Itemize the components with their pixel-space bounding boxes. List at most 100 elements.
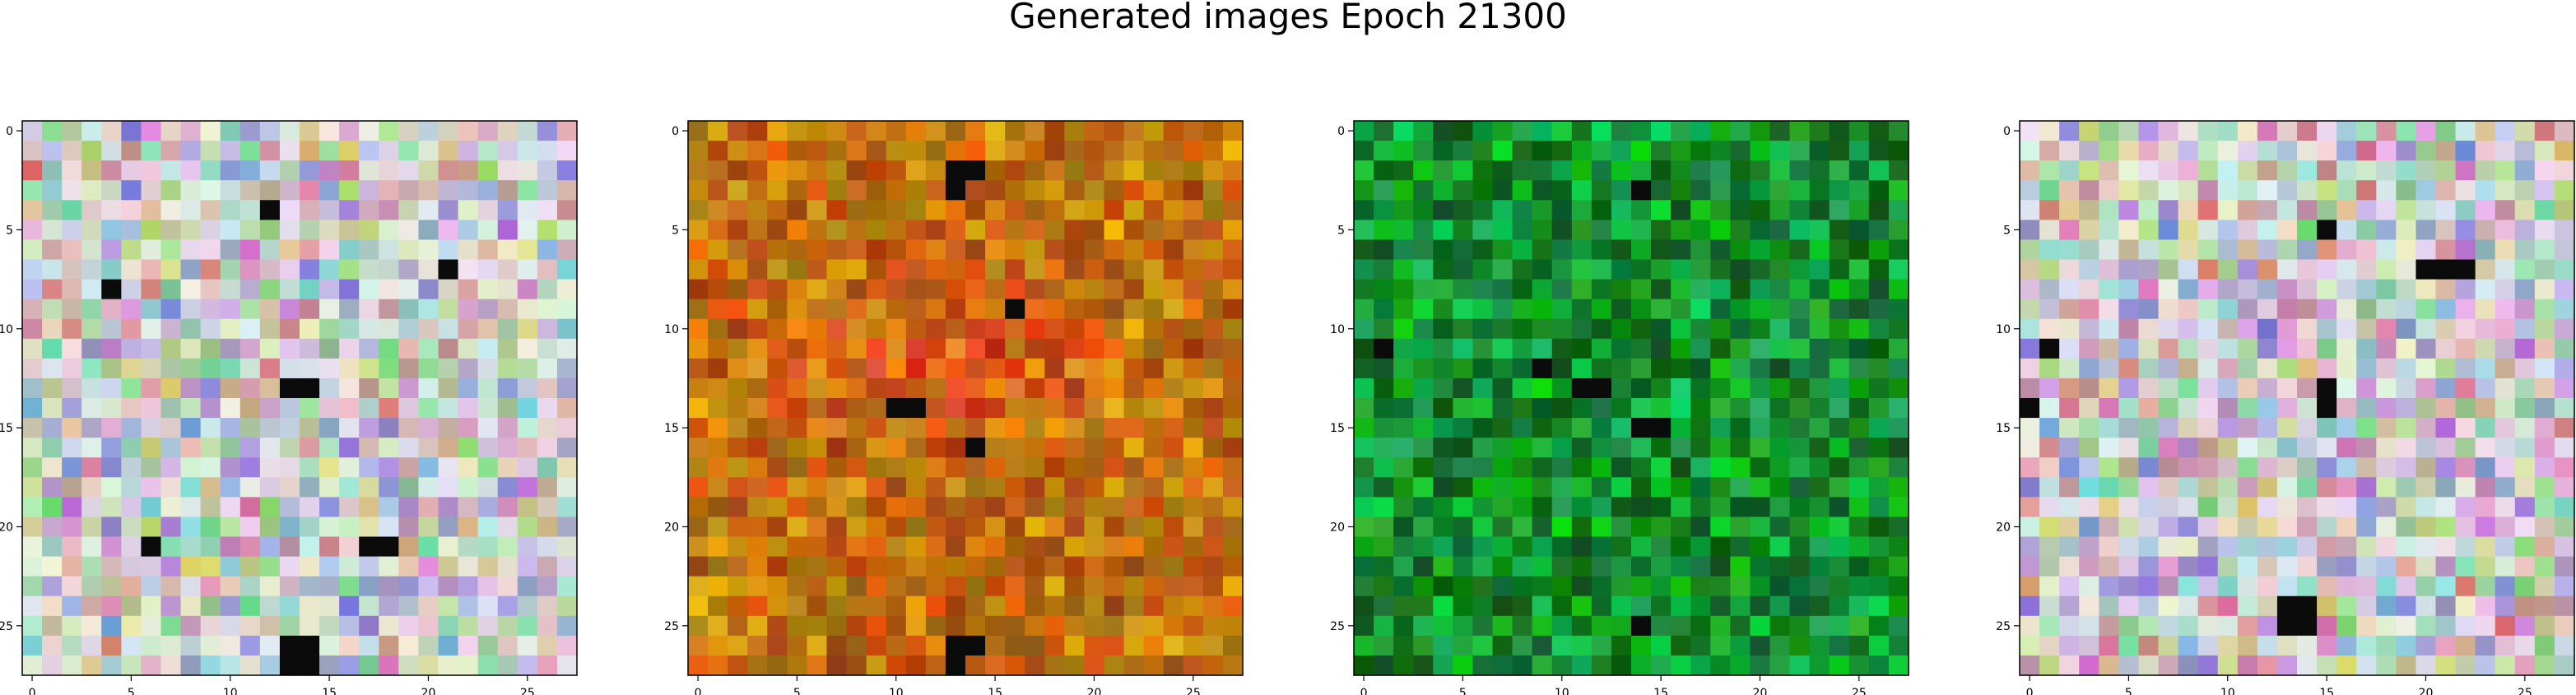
heatmap-cell — [1453, 160, 1474, 181]
heatmap-cell — [965, 477, 986, 498]
heatmap-cell — [1084, 239, 1105, 261]
heatmap-cell — [2217, 418, 2239, 438]
heatmap-cell — [141, 595, 162, 617]
heatmap-cell — [2376, 318, 2397, 340]
heatmap-cell — [1750, 318, 1771, 340]
heatmap-cell — [708, 595, 728, 617]
heatmap-cell — [866, 556, 887, 577]
heatmap-cell — [1868, 595, 1890, 617]
heatmap-cell — [1848, 279, 1870, 300]
heatmap-cell — [556, 358, 578, 379]
heatmap-cell — [2297, 121, 2318, 141]
heatmap-cell — [1222, 160, 1244, 181]
heatmap-cell — [81, 259, 102, 280]
x-tick-label: 15 — [988, 687, 1002, 695]
heatmap-cell — [2138, 497, 2160, 518]
heatmap-cell — [300, 378, 320, 399]
heatmap-cell — [2039, 536, 2060, 558]
heatmap-cell — [1710, 576, 1731, 597]
heatmap-cell — [160, 438, 182, 458]
heatmap-cell — [1433, 398, 1453, 419]
heatmap-cell — [2554, 338, 2575, 359]
heatmap-cell — [2317, 556, 2337, 577]
heatmap-cell — [160, 338, 182, 359]
heatmap-cell — [1750, 438, 1771, 458]
heatmap-cell — [1123, 635, 1145, 656]
heatmap-cell — [1631, 576, 1652, 597]
heatmap-cell — [200, 141, 221, 161]
y-tick-label: 15 — [0, 422, 13, 435]
heatmap-cell — [1631, 477, 1652, 498]
heatmap-cell — [2317, 200, 2337, 220]
heatmap-cell — [42, 457, 63, 478]
heatmap-cell — [1888, 457, 1909, 478]
heatmap-cell — [2534, 517, 2555, 538]
heatmap-cell — [1848, 635, 1870, 656]
heatmap-cell — [2059, 595, 2080, 617]
heatmap-cell — [1472, 121, 1494, 141]
heatmap-cell — [398, 438, 420, 458]
heatmap-cell — [886, 160, 907, 181]
heatmap-cell — [1005, 477, 1025, 498]
heatmap-cell — [708, 338, 728, 359]
heatmap-cell — [259, 318, 281, 340]
heatmap-cell — [1354, 160, 1374, 181]
heatmap-cell — [220, 536, 241, 558]
heatmap-cell — [2317, 299, 2337, 320]
heatmap-cell — [2317, 160, 2337, 181]
heatmap-cell — [2317, 180, 2337, 201]
heatmap-cell — [2435, 318, 2457, 340]
heatmap-cell — [2475, 318, 2496, 340]
heatmap-cell — [2317, 576, 2337, 597]
heatmap-cell — [1571, 259, 1593, 280]
heatmap-cell — [1551, 200, 1573, 220]
heatmap-cell — [1492, 635, 1514, 656]
heatmap-cell — [1005, 595, 1025, 617]
heatmap-cell — [2376, 438, 2397, 458]
heatmap-cell — [1453, 615, 1474, 637]
heatmap-cell — [985, 615, 1006, 637]
heatmap-cell — [2257, 259, 2278, 280]
heatmap-cell — [1769, 180, 1791, 201]
heatmap-cell — [1005, 457, 1025, 478]
heatmap-cell — [1163, 358, 1184, 379]
heatmap-cell — [2118, 220, 2140, 241]
heatmap-cell — [965, 299, 986, 320]
heatmap-cell — [81, 517, 102, 538]
heatmap-cell — [1374, 595, 1394, 617]
heatmap-cell — [1413, 200, 1434, 220]
heatmap-cell — [708, 556, 728, 577]
heatmap-cell — [200, 180, 221, 201]
heatmap-cell — [2376, 457, 2397, 478]
heatmap-cell — [2475, 200, 2496, 220]
heatmap-cell — [1532, 576, 1553, 597]
heatmap-cell — [807, 418, 828, 438]
heatmap-cell — [556, 378, 578, 399]
heatmap-cell — [458, 220, 479, 241]
heatmap-cell — [1848, 180, 1870, 201]
heatmap-cell — [1532, 477, 1553, 498]
heatmap-cell — [2237, 259, 2258, 280]
heatmap-cell — [2297, 635, 2318, 656]
heatmap-cell — [1453, 536, 1474, 558]
heatmap-cell — [1064, 536, 1086, 558]
heatmap-cell — [22, 517, 43, 538]
heatmap-cell — [42, 358, 63, 379]
heatmap-cell — [1809, 200, 1830, 220]
heatmap-cell — [1710, 497, 1731, 518]
heatmap-cell — [101, 418, 122, 438]
heatmap-cell — [1084, 615, 1105, 637]
heatmap-cell — [767, 497, 788, 518]
heatmap-cell — [2138, 200, 2160, 220]
heatmap-cell — [2376, 160, 2397, 181]
heatmap-cell — [180, 576, 202, 597]
heatmap-cell — [1671, 121, 1691, 141]
heatmap-cell — [339, 595, 360, 617]
heatmap-cell — [2396, 358, 2417, 379]
heatmap-cell — [846, 160, 867, 181]
heatmap-cell — [1163, 378, 1184, 399]
heatmap-cell — [826, 160, 848, 181]
heatmap-cell — [1730, 615, 1751, 637]
heatmap-cell — [259, 655, 281, 676]
heatmap-cell — [846, 517, 867, 538]
